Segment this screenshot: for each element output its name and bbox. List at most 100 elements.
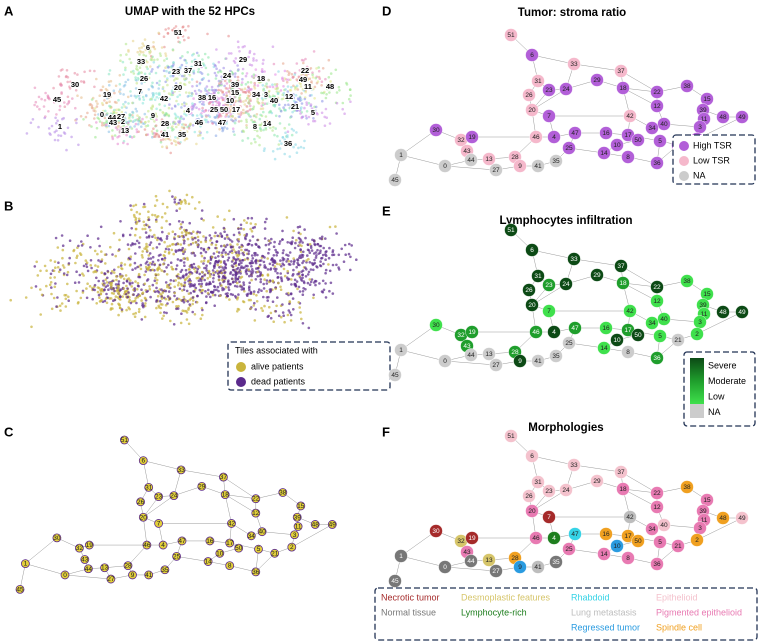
- umap-point: [198, 282, 201, 286]
- umap-point: [264, 96, 267, 100]
- umap-point: [298, 99, 302, 102]
- umap-point: [227, 115, 230, 118]
- umap-point: [173, 294, 176, 298]
- node: [562, 336, 576, 350]
- node-label: 12: [252, 510, 260, 517]
- umap-point: [178, 134, 182, 138]
- umap-point: [167, 232, 171, 235]
- edge: [143, 495, 175, 518]
- umap-point: [227, 286, 230, 289]
- umap-point: [187, 292, 191, 296]
- node: [138, 512, 148, 522]
- umap-point: [177, 103, 180, 106]
- umap-point: [198, 130, 201, 133]
- umap-point: [311, 73, 314, 76]
- node-label: 35: [552, 353, 560, 360]
- umap-point: [304, 76, 308, 79]
- umap-point: [327, 263, 330, 266]
- umap-point: [200, 72, 204, 75]
- umap-point: [317, 75, 321, 79]
- umap-point: [253, 114, 256, 117]
- node-label: 27: [107, 576, 115, 583]
- umap-point: [219, 114, 223, 118]
- umap-point: [168, 297, 172, 301]
- umap-point: [160, 122, 163, 125]
- umap-point: [295, 84, 299, 88]
- umap-point: [104, 285, 108, 289]
- umap-point: [186, 237, 190, 241]
- umap-point: [172, 242, 175, 246]
- umap-point: [62, 272, 66, 275]
- umap-point: [196, 230, 199, 234]
- umap-point: [246, 256, 249, 260]
- umap-point: [186, 51, 189, 54]
- umap-point: [196, 294, 199, 298]
- umap-point: [210, 243, 213, 246]
- umap-point: [238, 50, 241, 53]
- umap-point: [185, 311, 189, 314]
- umap-point: [226, 235, 229, 239]
- umap-point: [240, 248, 243, 252]
- node-label: 45: [391, 372, 399, 379]
- node-label: 25: [173, 553, 181, 560]
- legend-label: Regressed tumor: [571, 622, 640, 632]
- umap-point: [175, 202, 178, 206]
- umap-point: [300, 106, 303, 109]
- umap-point: [170, 265, 173, 269]
- node-label: 1: [399, 553, 403, 560]
- umap-point: [184, 91, 188, 94]
- node: [568, 321, 582, 335]
- node-label: 42: [228, 520, 236, 527]
- node-label: 43: [463, 343, 471, 350]
- umap-point: [227, 73, 230, 77]
- node-label: 26: [525, 287, 533, 294]
- umap-point: [115, 120, 118, 123]
- node: [657, 117, 671, 131]
- umap-point: [316, 80, 320, 83]
- umap-point: [287, 78, 290, 82]
- cluster-label: 24: [223, 71, 232, 80]
- umap-point: [93, 85, 96, 89]
- umap-point: [134, 267, 137, 270]
- umap-point: [191, 85, 194, 88]
- umap-point: [298, 81, 302, 85]
- node: [610, 138, 624, 152]
- node-label: 48: [312, 521, 320, 528]
- umap-point: [29, 121, 33, 125]
- umap-point: [204, 109, 208, 112]
- umap-point: [222, 226, 226, 230]
- umap-point: [253, 87, 257, 90]
- umap-point: [68, 256, 71, 260]
- node: [327, 520, 337, 529]
- umap-point: [54, 236, 58, 240]
- umap-point: [129, 204, 132, 207]
- umap-point: [216, 215, 219, 218]
- umap-point: [197, 239, 200, 242]
- umap-point: [114, 126, 118, 129]
- umap-point: [145, 115, 148, 119]
- umap-point: [136, 281, 140, 285]
- umap-point: [223, 265, 227, 269]
- umap-point: [205, 130, 209, 134]
- umap-point: [278, 122, 282, 125]
- node: [278, 488, 288, 497]
- umap-point: [235, 92, 239, 95]
- umap-point: [144, 231, 148, 234]
- umap-point: [313, 279, 317, 283]
- umap-point: [198, 231, 202, 234]
- umap-point: [122, 281, 125, 285]
- umap-point: [44, 91, 47, 95]
- node-label: 5: [658, 333, 662, 340]
- umap-point: [239, 272, 242, 275]
- umap-point: [42, 105, 46, 108]
- node-label: 26: [525, 493, 533, 500]
- umap-point: [252, 304, 256, 307]
- umap-point: [233, 121, 237, 125]
- umap-point: [214, 88, 218, 92]
- umap-point: [134, 107, 138, 111]
- umap-point: [220, 96, 223, 99]
- umap-point: [98, 120, 102, 123]
- umap-point: [300, 92, 303, 95]
- umap-point: [262, 128, 265, 132]
